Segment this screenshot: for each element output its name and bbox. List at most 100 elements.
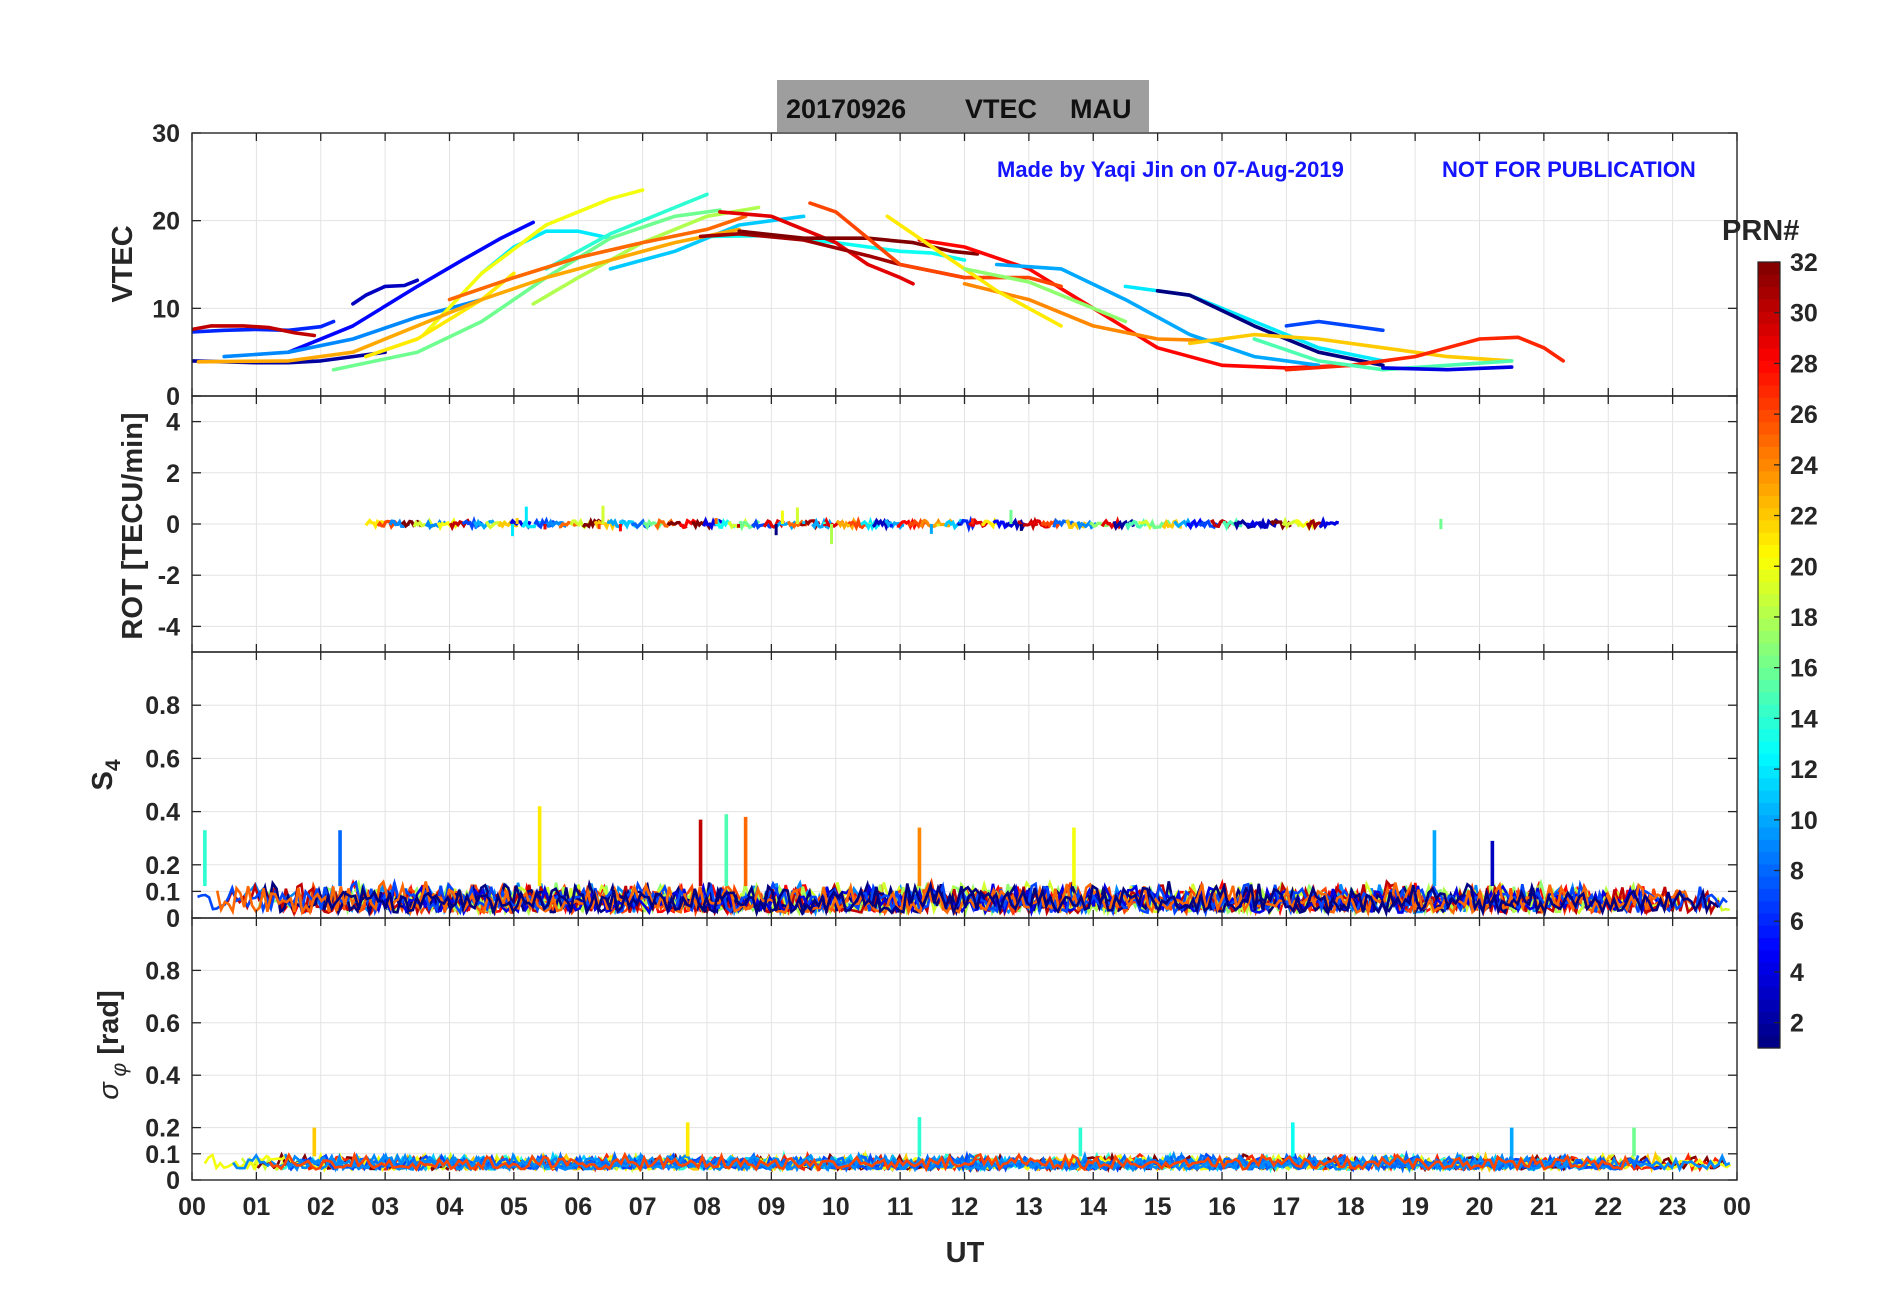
x-tick-label: 20 <box>1466 1193 1494 1221</box>
y-tick-label: 0.4 <box>145 1062 180 1090</box>
rot-trace <box>461 515 483 532</box>
y-tick-label: 0.6 <box>145 1010 180 1038</box>
vtec-series-prn-26 <box>808 201 1063 289</box>
title-quantity: VTEC <box>965 94 1037 124</box>
colorbar-swatch <box>1758 986 1780 1000</box>
y-tick-label: 10 <box>152 295 180 323</box>
colorbar-swatch <box>1758 790 1780 803</box>
vtec-series-prn-17 <box>962 267 1128 324</box>
colorbar-swatch <box>1758 298 1780 312</box>
colorbar-swatch <box>1758 347 1780 361</box>
colorbar-swatch <box>1758 286 1780 300</box>
colorbar-swatch <box>1758 458 1780 472</box>
x-tick-label: 13 <box>1015 1193 1043 1221</box>
colorbar-tick-label: 16 <box>1790 655 1818 683</box>
y-tick-label: 0 <box>166 905 180 933</box>
colorbar-swatch <box>1758 912 1780 926</box>
vtec-series-prn-32 <box>737 229 980 256</box>
colorbar-swatch <box>1758 642 1780 656</box>
colorbar-swatch <box>1758 262 1780 275</box>
colorbar-swatch <box>1758 691 1780 705</box>
panel-sigma_phi: 00.10.2 0.4 0.6 0.8 σ φ [rad] <box>93 917 1738 1195</box>
x-tick-label: 19 <box>1401 1193 1429 1221</box>
vtec-series-prn-21 <box>364 271 516 359</box>
data-layer <box>192 188 1565 372</box>
colorbar-swatch <box>1758 753 1780 767</box>
colorbar-swatch <box>1758 826 1780 840</box>
colorbar-swatch <box>1758 274 1780 288</box>
x-tick-label: 12 <box>951 1193 979 1221</box>
colorbar-swatch <box>1758 519 1780 533</box>
colorbar-swatch <box>1758 470 1780 484</box>
y-tick-label: 0.2 <box>145 1115 180 1143</box>
y-axis-label-sigma_phi: σ φ [rad] <box>93 990 131 1100</box>
panel-s4: 00.10.2 0.4 0.6 0.8 S4 <box>87 651 1738 933</box>
colorbar-swatch <box>1758 593 1780 607</box>
colorbar-tick-label: 8 <box>1790 858 1804 886</box>
colorbar-swatch <box>1758 728 1780 742</box>
x-tick-label: 22 <box>1594 1193 1622 1221</box>
colorbar-swatch <box>1758 851 1780 865</box>
y-tick-label: 0.2 <box>145 852 180 880</box>
data-layer <box>364 505 1443 545</box>
x-tick-label: 07 <box>629 1193 657 1221</box>
x-tick-label: 05 <box>500 1193 528 1221</box>
colorbar-swatch <box>1758 802 1780 816</box>
colorbar-swatch <box>1758 581 1780 595</box>
y-tick-label: 0.6 <box>145 745 180 773</box>
colorbar-swatch <box>1758 311 1780 325</box>
y-tick-label: 0.1 <box>145 878 180 906</box>
colorbar-tick-label: 14 <box>1790 705 1818 733</box>
x-tick-label: 11 <box>887 1193 914 1221</box>
colorbar-frame <box>1757 261 1781 1049</box>
colorbar-swatch <box>1758 605 1780 619</box>
vtec-series-prn-28 <box>917 238 1353 370</box>
panel-vtec: 0 10 20 30 VTEC <box>107 120 1738 411</box>
colorbar-swatch <box>1758 360 1780 374</box>
rot-trace <box>884 519 905 531</box>
colorbar-tick-label: 26 <box>1790 401 1818 429</box>
y-axis-label-rot: ROT [TECU/min] <box>117 412 149 639</box>
panel-rot: -4 -2 0 2 4 ROT [TECU/min] <box>117 395 1738 653</box>
colorbar-swatch <box>1758 839 1780 853</box>
colorbar-swatch <box>1758 900 1780 914</box>
rot-trace <box>847 515 870 532</box>
colorbar-tick-label: 10 <box>1790 807 1818 835</box>
data-layer <box>197 806 1730 918</box>
rot-trace <box>1257 517 1280 530</box>
colorbar-swatch <box>1758 998 1780 1012</box>
y-tick-label: 2 <box>166 460 180 488</box>
rot-trace <box>1318 516 1340 530</box>
colorbar-tick-label: 28 <box>1790 350 1818 378</box>
x-tick-label: 00 <box>178 1193 206 1221</box>
y-tick-label: -2 <box>158 562 180 590</box>
x-tick-label: 15 <box>1144 1193 1172 1221</box>
colorbar-tick-label: 20 <box>1790 553 1818 581</box>
colorbar-swatch <box>1758 863 1780 877</box>
colorbar-swatch <box>1758 495 1780 509</box>
colorbar-swatch <box>1758 483 1780 496</box>
colorbar-swatch <box>1758 679 1780 693</box>
colorbar-swatch <box>1758 335 1780 349</box>
vtec-series-prn-5 <box>286 220 535 354</box>
colorbar-swatch <box>1758 397 1780 410</box>
y-tick-label: 0 <box>166 511 180 539</box>
x-tick-label: 10 <box>822 1193 850 1221</box>
y-axis-label-vtec: VTEC <box>107 225 139 302</box>
rot-trace <box>968 517 990 529</box>
sigma_phi-trace-prn-26 <box>268 1151 1631 1173</box>
y-tick-label: 0 <box>166 1167 180 1195</box>
rot-trace <box>1281 516 1303 530</box>
colorbar-tick-label: 24 <box>1790 452 1818 480</box>
colorbar-swatch <box>1758 421 1780 435</box>
x-tick-label: 09 <box>757 1193 785 1221</box>
vtec-series-prn-24 <box>962 282 1224 343</box>
rot-trace <box>835 517 858 531</box>
rot-trace <box>750 518 772 531</box>
colorbar-tick-label: 22 <box>1790 503 1818 531</box>
vtec-series-prn-22 <box>1188 332 1514 363</box>
vtec-series-prn-25 <box>447 214 748 302</box>
grid <box>191 652 1738 919</box>
colorbar-swatch <box>1758 446 1780 460</box>
y-tick-label: 30 <box>152 120 180 148</box>
